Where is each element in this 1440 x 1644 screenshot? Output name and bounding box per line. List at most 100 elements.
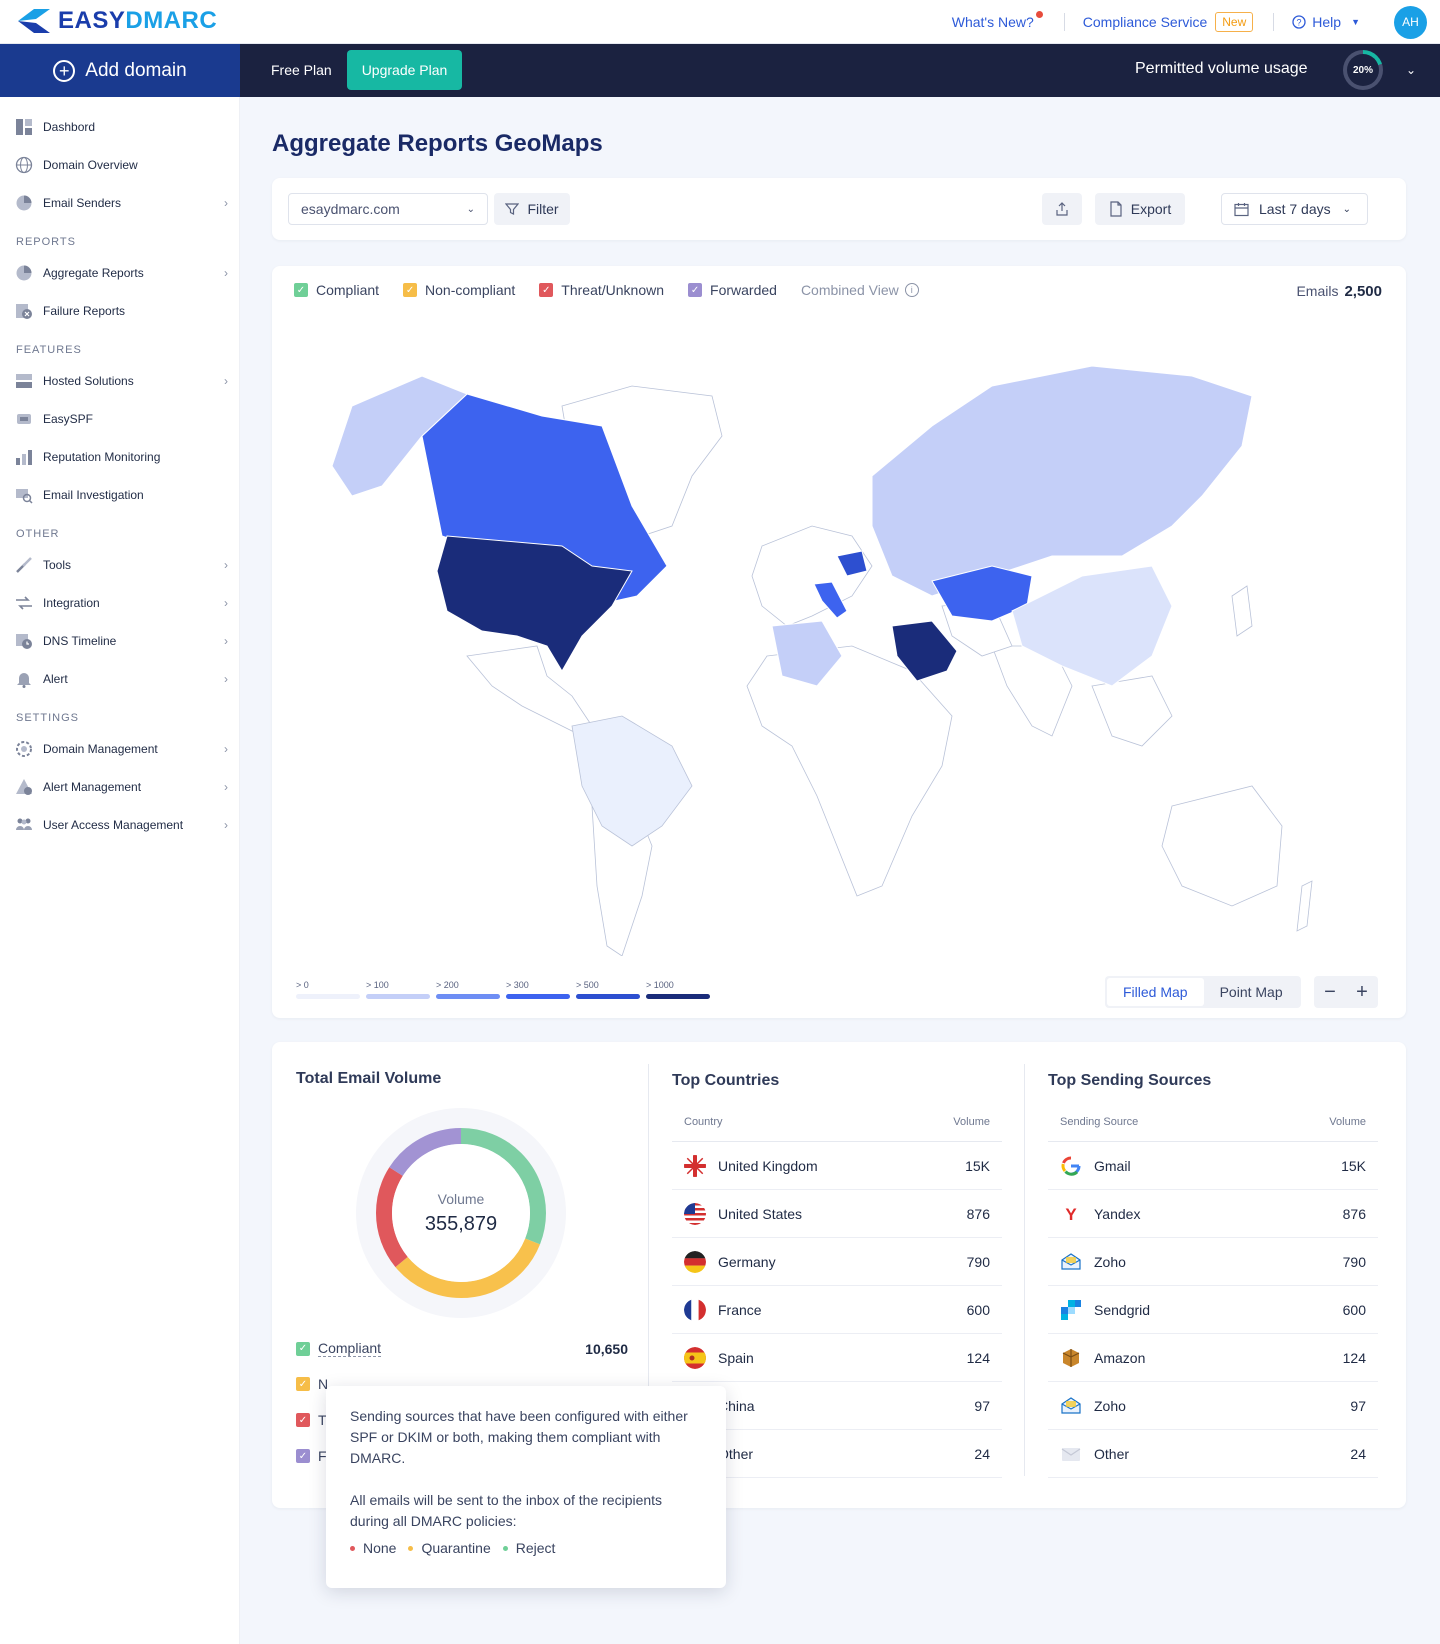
upgrade-plan-button[interactable]: Upgrade Plan <box>347 50 462 90</box>
row-label-group: Spain <box>684 1346 754 1369</box>
volume-row-value: 10,650 <box>585 1340 628 1357</box>
volume-row[interactable]: ✓ T <box>296 1412 628 1428</box>
sending-source-row[interactable]: Y Yandex 876 <box>1048 1190 1378 1238</box>
combined-view-toggle[interactable]: Combined View i <box>801 282 919 298</box>
map-region-japan <box>1231 585 1253 637</box>
svg-text:Y: Y <box>1065 1205 1077 1224</box>
volume-row[interactable]: ✓ F <box>296 1448 628 1464</box>
filled-map-tab[interactable]: Filled Map <box>1107 978 1204 1006</box>
logo[interactable]: EASYDMARC <box>16 6 217 36</box>
legend-threat-unknown[interactable]: ✓ Threat/Unknown <box>539 282 664 298</box>
sidebar-item-failure-reports[interactable]: Failure Reports <box>0 296 240 326</box>
hosted-icon <box>15 372 33 390</box>
donut-label: Volume <box>437 1190 485 1207</box>
help-menu[interactable]: ? Help ▼ <box>1292 14 1360 30</box>
row-name: Other <box>718 1445 754 1462</box>
sidebar-item-hosted-solutions[interactable]: Hosted Solutions › <box>0 366 240 396</box>
zoho-icon <box>1060 1251 1082 1273</box>
yandex-icon: Y <box>1060 1203 1082 1225</box>
zoom-in-button[interactable]: + <box>1356 980 1368 1003</box>
mail-icon <box>1060 1443 1082 1465</box>
point-map-tab[interactable]: Point Map <box>1219 984 1283 1000</box>
sidebar-item-tools[interactable]: Tools › <box>0 550 240 580</box>
date-range-select[interactable]: Last 7 days ⌄ <box>1221 193 1368 225</box>
volume-row[interactable]: ✓ N <box>296 1376 628 1392</box>
donut-hole <box>392 1144 530 1282</box>
share-button[interactable] <box>1042 193 1082 225</box>
uk-flag-icon <box>684 1154 706 1177</box>
legend-non-compliant[interactable]: ✓ Non-compliant <box>403 282 515 298</box>
sidebar-item-easyspf[interactable]: EasySPF <box>0 404 240 434</box>
policy-label: Reject <box>515 1540 556 1556</box>
sending-source-row[interactable]: Other 24 <box>1048 1430 1378 1478</box>
volume-row[interactable]: ✓ Compliant 10,650 <box>296 1340 628 1357</box>
sidebar-item-integration[interactable]: Integration › <box>0 588 240 618</box>
chevron-down-icon[interactable]: ⌄ <box>1406 63 1417 77</box>
donut-segment[interactable] <box>376 1128 546 1298</box>
donut-segment[interactable] <box>376 1128 546 1298</box>
country-row[interactable]: United States 876 <box>672 1190 1002 1238</box>
country-row[interactable]: Germany 790 <box>672 1238 1002 1286</box>
sidebar-item-email-senders[interactable]: Email Senders › <box>0 188 240 218</box>
avatar[interactable]: AH <box>1394 5 1427 39</box>
sidebar-item-alert[interactable]: Alert › <box>0 664 240 694</box>
table-header: Sending Source Volume <box>1048 1102 1378 1142</box>
zoom-control: − + <box>1314 976 1378 1008</box>
whats-new-link[interactable]: What's New? <box>952 11 1043 30</box>
easydmarc-logo-icon <box>18 9 50 33</box>
sidebar-item-domain-overview[interactable]: Domain Overview <box>0 150 240 180</box>
logo-text: EASYDMARC <box>58 7 218 34</box>
policy-legend: None Quarantine Reject <box>350 1538 702 1559</box>
legend-label: Non-compliant <box>425 282 516 298</box>
caret-down-icon: ▼ <box>1351 17 1360 27</box>
page-title: Aggregate Reports GeoMaps <box>272 130 603 157</box>
sidebar-item-aggregate-reports[interactable]: Aggregate Reports › <box>0 258 240 288</box>
donut-segment[interactable] <box>376 1128 546 1298</box>
country-row[interactable]: France 600 <box>672 1286 1002 1334</box>
filter-button[interactable]: Filter <box>494 193 570 225</box>
sending-source-row[interactable]: Amazon 124 <box>1048 1334 1378 1382</box>
emails-count: Emails 2,500 <box>1296 283 1382 300</box>
gmail-icon <box>1060 1155 1082 1177</box>
domain-select[interactable]: esaydmarc.com ⌄ <box>288 193 488 225</box>
row-value: 876 <box>966 1205 990 1222</box>
add-domain-button[interactable]: + Add domain <box>0 44 240 97</box>
row-label-group: Gmail <box>1060 1155 1131 1177</box>
sidebar-item-dns-timeline[interactable]: DNS Timeline › <box>0 626 240 656</box>
sending-source-row[interactable]: Zoho 790 <box>1048 1238 1378 1286</box>
volume-row-label: F <box>318 1448 327 1464</box>
zoom-out-button[interactable]: − <box>1324 980 1336 1003</box>
chevron-right-icon: › <box>224 196 228 210</box>
legend-compliant[interactable]: ✓ Compliant <box>294 282 379 298</box>
sending-source-row[interactable]: Sendgrid 600 <box>1048 1286 1378 1334</box>
sidebar-item-email-investigation[interactable]: Email Investigation <box>0 480 240 510</box>
row-value: 790 <box>1342 1253 1366 1270</box>
legend-forwarded[interactable]: ✓ Forwarded <box>688 282 777 298</box>
scale-label: > 200 <box>436 980 459 990</box>
sending-source-row[interactable]: Zoho 97 <box>1048 1382 1378 1430</box>
row-value: 97 <box>974 1397 990 1414</box>
sidebar-item-reputation-monitoring[interactable]: Reputation Monitoring <box>0 442 240 472</box>
checkbox-checked-icon: ✓ <box>296 1377 310 1391</box>
compliance-service-link[interactable]: Compliance Service New <box>1083 12 1254 32</box>
notification-dot <box>1035 11 1043 18</box>
filter-bar: esaydmarc.com ⌄ Filter Export Last 7 day… <box>272 178 1406 240</box>
row-label-group: Zoho <box>1060 1395 1126 1417</box>
sending-source-row[interactable]: Gmail 15K <box>1048 1142 1378 1190</box>
export-button[interactable]: Export <box>1095 193 1185 225</box>
world-map[interactable] <box>292 326 1386 956</box>
column-header: Country <box>684 1115 723 1128</box>
sidebar-section-title: OTHER <box>16 528 60 540</box>
sidebar-item-label: Email Investigation <box>43 488 144 502</box>
scale-label: > 0 <box>296 980 309 990</box>
sidebar-item-dashbord[interactable]: Dashbord <box>0 112 240 142</box>
sidebar-item-alert-management[interactable]: Alert Management › <box>0 772 240 802</box>
sidebar-item-user-access-management[interactable]: User Access Management › <box>0 810 240 840</box>
plan-bar: + Add domain Free Plan Upgrade Plan Perm… <box>0 44 1440 97</box>
sidebar-item-domain-management[interactable]: Domain Management › <box>0 734 240 764</box>
country-row[interactable]: Spain 124 <box>672 1334 1002 1382</box>
row-name: Amazon <box>1094 1349 1146 1366</box>
scale-segment: > 1000 <box>646 980 710 999</box>
country-row[interactable]: United Kingdom 15K <box>672 1142 1002 1190</box>
row-name: Gmail <box>1094 1157 1131 1174</box>
